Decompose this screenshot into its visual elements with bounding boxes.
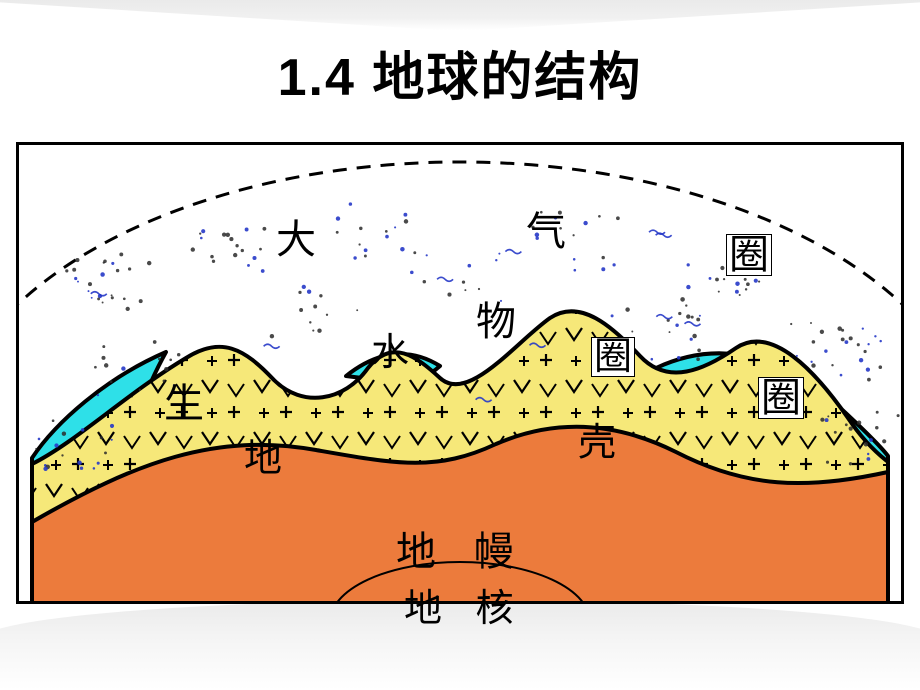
- label-biosphere-3: 圈: [758, 377, 804, 419]
- earth-structure-diagram: 大 气 圈 生 物 圈 水 圈 地 壳 地 幔 地 核: [16, 142, 904, 604]
- page-title: 1.4 地球的结构: [0, 35, 920, 110]
- label-atmosphere-3: 圈: [726, 234, 772, 276]
- label-mantle: 地 幔: [396, 532, 528, 572]
- label-hydrosphere-1: 水: [371, 334, 409, 372]
- label-atmosphere-2: 气: [526, 212, 566, 252]
- label-biosphere-1: 生: [164, 384, 204, 424]
- slide-page: 1.4 地球的结构: [0, 0, 920, 690]
- label-crust-2: 壳: [578, 424, 616, 462]
- label-biosphere-2: 物: [476, 302, 516, 342]
- label-atmosphere-1: 大: [276, 220, 316, 260]
- label-crust-1: 地: [244, 440, 282, 478]
- label-hydrosphere-2: 圈: [591, 337, 635, 377]
- label-core: 地 核: [404, 590, 526, 628]
- top-corner-shadow: [0, 0, 920, 30]
